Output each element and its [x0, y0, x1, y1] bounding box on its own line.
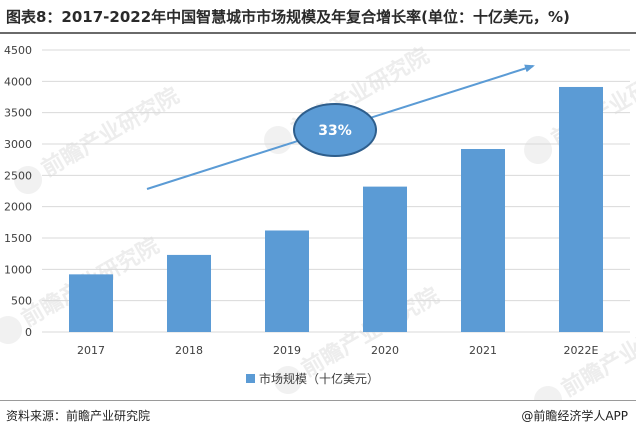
bar	[167, 254, 211, 332]
watermark-text: 前瞻产业研究院	[37, 83, 183, 183]
cagr-badge	[293, 103, 377, 157]
cagr-label: 33%	[318, 123, 352, 139]
bar-chart: 前瞻产业研究院前瞻产业研究院前瞻产业研究院前瞻产业研究院前瞻产业研究院前瞻产业研…	[0, 43, 636, 400]
watermark: 前瞻产业研究院	[14, 83, 184, 194]
bar	[461, 149, 505, 332]
bar	[69, 274, 113, 332]
x-tick-label: 2022E	[564, 344, 599, 357]
x-tick-label: 2019	[273, 344, 301, 357]
bar	[265, 230, 309, 332]
watermark-logo-icon	[14, 166, 43, 194]
y-tick-label: 2500	[4, 169, 32, 182]
y-tick-label: 4500	[4, 44, 32, 57]
watermark-logo-icon	[534, 386, 563, 400]
legend: 市场规模（十亿美元）	[246, 371, 379, 386]
brand-credit: @前瞻经济学人APP	[521, 409, 628, 423]
growth-annotation: 33%	[146, 64, 535, 190]
legend-label: 市场规模（十亿美元）	[259, 371, 379, 386]
x-tick-label: 2020	[371, 344, 399, 357]
y-tick-label: 0	[25, 326, 32, 339]
chart-title: 图表8：2017-2022年中国智慧城市市场规模及年复合增长率(单位：十亿美元，…	[6, 8, 570, 26]
y-tick-label: 1000	[4, 263, 32, 276]
y-axis-ticks: 0 500 1000 1500 2000 2500 3000 3500 4000 4500	[4, 44, 32, 339]
bars	[69, 86, 603, 333]
bar	[363, 186, 407, 332]
y-tick-label: 3000	[4, 138, 32, 151]
x-axis-ticks: 2017 2018 2019 2020 2021 2022E	[77, 344, 599, 357]
y-tick-label: 2000	[4, 201, 32, 214]
y-tick-label: 500	[11, 295, 32, 308]
footer-divider	[0, 400, 636, 401]
watermark-logo-icon	[524, 136, 553, 164]
x-tick-label: 2017	[77, 344, 105, 357]
y-tick-label: 4000	[4, 75, 32, 88]
title-divider	[0, 32, 636, 34]
watermark-logo-icon	[274, 366, 303, 394]
x-tick-label: 2021	[469, 344, 497, 357]
legend-swatch	[246, 374, 255, 383]
y-tick-label: 3500	[4, 107, 32, 120]
watermark-logo-icon	[264, 126, 293, 154]
watermark-logo-icon	[0, 316, 23, 344]
x-tick-label: 2018	[175, 344, 203, 357]
footer: 资料来源：前瞻产业研究院 @前瞻经济学人APP	[0, 400, 636, 433]
bar	[559, 86, 603, 333]
y-tick-label: 1500	[4, 232, 32, 245]
source-note: 资料来源：前瞻产业研究院	[6, 409, 151, 423]
